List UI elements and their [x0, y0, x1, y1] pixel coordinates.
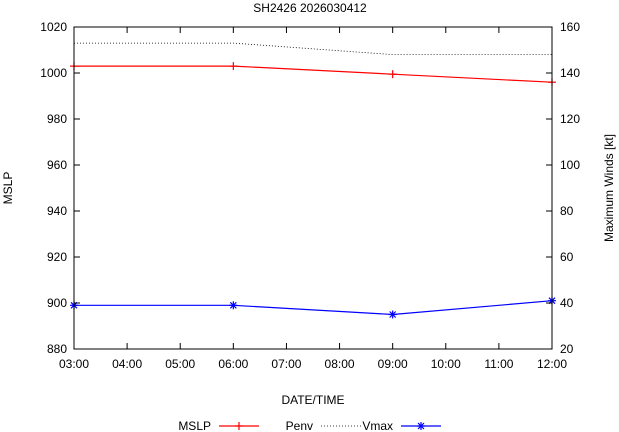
y-tick-label: 1020 [40, 20, 67, 34]
x-tick-label: 09:00 [378, 357, 408, 371]
y2-tick-label: 80 [560, 204, 574, 218]
y-tick-label: 880 [47, 342, 67, 356]
x-tick-label: 03:00 [59, 357, 89, 371]
legend-label-penv: Penv [286, 419, 313, 432]
data-point-mslp [229, 62, 238, 71]
x-tick-label: 10:00 [431, 357, 461, 371]
y-tick-label: 940 [47, 204, 67, 218]
y2-tick-label: 40 [560, 296, 574, 310]
y-tick-label: 980 [47, 112, 67, 126]
x-tick-label: 11:00 [484, 357, 513, 371]
y2-tick-label: 100 [560, 158, 580, 172]
y-axis-label: MSLP [1, 172, 15, 205]
x-tick-label: 07:00 [271, 357, 301, 371]
x-tick-label: 08:00 [325, 357, 355, 371]
x-tick-label: 12:00 [537, 357, 567, 371]
legend: MSLP Penv Vmax [178, 419, 441, 432]
x-tick-label: 04:00 [112, 357, 142, 371]
y-tick-label: 900 [47, 296, 67, 310]
x-tick-label: 06:00 [218, 357, 248, 371]
legend-marker-vmax [417, 422, 425, 430]
y2-tick-label: 160 [560, 20, 580, 34]
y-tick-label: 1000 [40, 66, 67, 80]
x-axis-label: DATE/TIME [281, 393, 344, 407]
x-tick-label: 05:00 [165, 357, 195, 371]
data-point-vmax [388, 310, 397, 319]
y2-tick-label: 60 [560, 250, 574, 264]
data-point-mslp [388, 70, 397, 79]
legend-label-mslp: MSLP [178, 419, 211, 432]
series-layer [70, 42, 556, 319]
y2-tick-label: 140 [560, 66, 580, 80]
series-line-penv [74, 42, 552, 55]
series-line-mslp [74, 65, 553, 83]
y-tick-label: 920 [47, 250, 67, 264]
legend-label-vmax: Vmax [362, 419, 393, 432]
chart-title: SH2426 2026030412 [253, 1, 367, 15]
y2-axis-label: Maximum Winds [kt] [602, 134, 616, 242]
y-tick-label: 960 [47, 158, 67, 172]
series-line-vmax [74, 300, 553, 316]
axis-layer: 880 900 920 940 960 980 1000 1020 20 40 60 80 100 120… [40, 20, 580, 371]
y2-tick-label: 120 [560, 112, 580, 126]
legend-marker-mslp [235, 422, 243, 430]
plot-frame [73, 26, 553, 350]
data-point-vmax [229, 301, 238, 310]
y2-tick-label: 20 [560, 342, 574, 356]
